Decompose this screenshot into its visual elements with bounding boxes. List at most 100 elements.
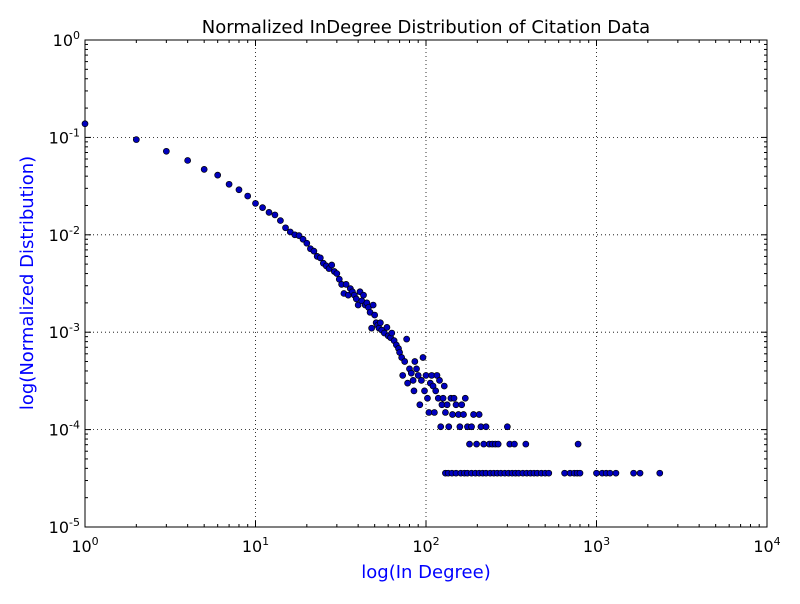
data-point: [593, 469, 600, 477]
data-point: [612, 469, 620, 477]
data-point: [403, 335, 410, 343]
data-point: [316, 254, 324, 262]
data-point: [409, 377, 417, 384]
data-point: [282, 224, 289, 232]
data-point: [303, 239, 311, 247]
x-tick-label: 101: [242, 535, 269, 556]
data-point: [411, 358, 419, 365]
data-point: [214, 171, 222, 179]
data-point: [561, 469, 568, 477]
data-point: [422, 372, 430, 379]
data-point: [414, 372, 422, 379]
data-point: [407, 369, 415, 377]
data-point: [475, 411, 483, 418]
data-point: [460, 411, 467, 418]
x-tick-label: 104: [753, 535, 780, 556]
data-point: [445, 423, 453, 431]
data-point: [437, 423, 445, 431]
data-point: [545, 469, 553, 477]
data-point: [450, 394, 458, 402]
grid-layer: [85, 40, 767, 527]
y-axis-label: log(Normalized Distribution): [17, 156, 38, 410]
data-point: [494, 440, 502, 448]
data-point: [432, 387, 440, 395]
data-point: [225, 180, 233, 188]
data-point: [419, 354, 427, 361]
data-point: [606, 469, 614, 477]
points-layer: [81, 120, 664, 477]
data-point: [333, 270, 341, 277]
data-point: [576, 469, 584, 477]
data-point: [482, 423, 490, 431]
y-tick-label: 100: [53, 29, 80, 50]
data-point: [503, 423, 511, 431]
data-point: [416, 401, 424, 409]
data-point: [259, 204, 266, 211]
data-point: [399, 372, 407, 379]
data-point: [636, 469, 644, 477]
data-point: [574, 440, 582, 448]
data-point: [424, 394, 431, 402]
chart-title: Normalized InDegree Distribution of Cita…: [202, 17, 650, 38]
data-point: [368, 324, 376, 332]
data-point: [235, 186, 243, 194]
data-point: [401, 358, 409, 365]
data-point: [369, 301, 377, 309]
data-point: [442, 409, 449, 416]
data-point: [328, 261, 336, 269]
data-point: [470, 411, 477, 418]
data-point: [440, 382, 448, 390]
data-point: [630, 469, 637, 477]
data-point: [439, 394, 447, 402]
data-point: [431, 409, 438, 416]
tick-layer: 100 101 102 103 104 10-5 10-4 10-3 10-2 10-1 100: [49, 29, 781, 556]
data-point: [452, 401, 460, 409]
data-point: [473, 440, 480, 448]
data-point: [522, 440, 530, 448]
data-point: [342, 280, 350, 288]
data-point: [265, 209, 273, 216]
data-point: [468, 423, 475, 431]
data-point: [458, 401, 466, 409]
data-point: [656, 469, 664, 477]
data-point: [371, 311, 379, 319]
data-point: [404, 379, 411, 387]
data-point: [436, 377, 443, 384]
data-point: [81, 120, 89, 128]
x-axis-label: log(In Degree): [361, 562, 490, 583]
data-point: [277, 217, 284, 224]
data-point: [388, 329, 396, 337]
y-tick-label: 10-4: [49, 419, 80, 440]
data-point: [252, 200, 259, 207]
data-point: [244, 192, 252, 200]
data-point: [413, 365, 420, 373]
data-point: [271, 211, 279, 219]
y-tick-label: 10-3: [49, 321, 80, 342]
data-point: [410, 387, 418, 395]
data-point: [466, 440, 473, 448]
data-point: [421, 387, 428, 395]
x-tick-label: 102: [412, 535, 439, 556]
y-tick-label: 10-1: [49, 126, 80, 147]
data-point: [461, 394, 469, 402]
data-point: [425, 409, 433, 416]
data-point: [352, 295, 360, 303]
data-point: [480, 440, 488, 448]
data-point: [360, 291, 367, 299]
data-point: [132, 136, 140, 143]
data-point: [377, 319, 384, 327]
data-point: [383, 324, 391, 331]
data-point: [310, 247, 318, 255]
data-point: [456, 423, 464, 431]
y-tick-label: 10-5: [49, 516, 80, 537]
data-point: [200, 165, 208, 173]
data-point: [184, 157, 192, 164]
data-point: [418, 377, 425, 384]
data-point: [354, 301, 362, 309]
data-point: [443, 401, 451, 409]
data-point: [511, 440, 518, 448]
x-tick-label: 103: [583, 535, 610, 556]
